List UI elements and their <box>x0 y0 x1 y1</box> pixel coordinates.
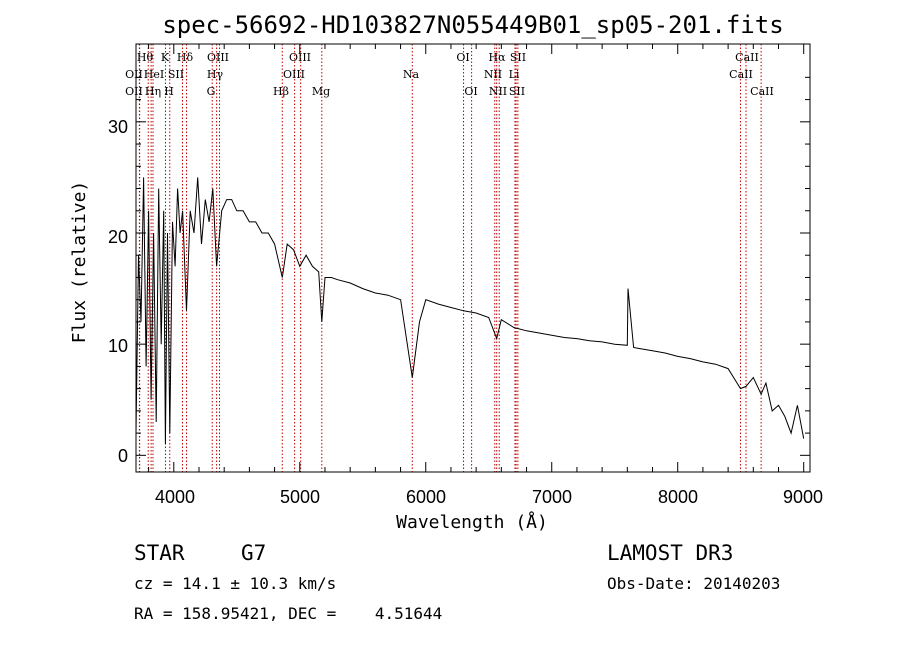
x-tick-6000: 6000 <box>406 487 446 507</box>
x-tick-labels: 4000 5000 6000 7000 8000 9000 <box>155 487 823 507</box>
marker-label-heta: Hη <box>145 85 161 98</box>
spectrum-line <box>135 177 805 445</box>
marker-label-nii-b: NII <box>489 85 507 98</box>
redshift-velocity: cz = 14.1 ± 10.3 km/s <box>134 574 336 593</box>
marker-label-g: G <box>207 85 216 98</box>
marker-label-oiii-c: OIII <box>283 68 305 81</box>
marker-label-caii-c: CaII <box>750 85 774 98</box>
y-tick-30: 30 <box>108 117 128 137</box>
line-marker-labels: Hθ OII OII HeI Hη K SII H Hδ OIII Hγ G H… <box>125 51 774 98</box>
x-tick-7000: 7000 <box>532 487 572 507</box>
marker-label-oii-b: OII <box>125 85 143 98</box>
x-tick-5000: 5000 <box>280 487 320 507</box>
y-tick-labels: 0 10 20 30 <box>108 117 128 466</box>
marker-label-na: Na <box>403 68 420 81</box>
x-tick-9000: 9000 <box>783 487 823 507</box>
marker-label-oiii-b: OIII <box>289 51 311 64</box>
marker-label-hgamma: Hγ <box>207 68 224 81</box>
marker-label-caii-b: CaII <box>729 68 753 81</box>
marker-label-oi-a: OI <box>456 51 469 64</box>
survey-name: LAMOST DR3 <box>607 541 733 565</box>
coordinates: RA = 158.95421, DEC = 4.51644 <box>134 604 442 623</box>
object-class: STAR <box>134 541 185 565</box>
x-tick-8000: 8000 <box>658 487 698 507</box>
marker-label-hei: HeI <box>144 68 164 81</box>
marker-label-halpha: Hα <box>488 51 506 64</box>
marker-label-sii-c: SII <box>509 85 525 98</box>
axis-ticks <box>136 44 810 472</box>
object-subclass: G7 <box>241 541 266 565</box>
marker-label-hbeta: Hβ <box>273 85 289 98</box>
x-axis-label: Wavelength (Å) <box>396 511 548 533</box>
marker-label-hdelta: Hδ <box>177 51 194 64</box>
marker-label-htheta: Hθ <box>137 51 154 64</box>
spectrum-info: STAR G7 LAMOST DR3 cz = 14.1 ± 10.3 km/s… <box>134 541 780 623</box>
marker-label-sii-b: SII <box>510 51 526 64</box>
y-tick-10: 10 <box>108 336 128 356</box>
observation-date: Obs-Date: 20140203 <box>607 574 780 593</box>
y-tick-20: 20 <box>108 227 128 247</box>
y-axis-label: Flux (relative) <box>69 181 90 344</box>
chart-title: spec-56692-HD103827N055449B01_sp05-201.f… <box>162 11 783 39</box>
marker-label-mg: Mg <box>312 85 330 98</box>
marker-label-li: Li <box>509 68 520 81</box>
marker-label-oi-b: OI <box>464 85 477 98</box>
y-tick-0: 0 <box>118 446 128 466</box>
plot-frame <box>135 43 811 473</box>
marker-label-caii-a: CaII <box>735 51 759 64</box>
marker-label-nii-a: NII <box>484 68 502 81</box>
marker-label-sii-a: SII <box>168 68 184 81</box>
line-markers <box>138 44 762 472</box>
marker-label-oiii-a: OIII <box>207 51 229 64</box>
marker-label-k: K <box>161 51 170 64</box>
x-tick-4000: 4000 <box>155 487 195 507</box>
marker-label-h: H <box>164 85 174 98</box>
marker-label-oii-a: OII <box>125 68 143 81</box>
